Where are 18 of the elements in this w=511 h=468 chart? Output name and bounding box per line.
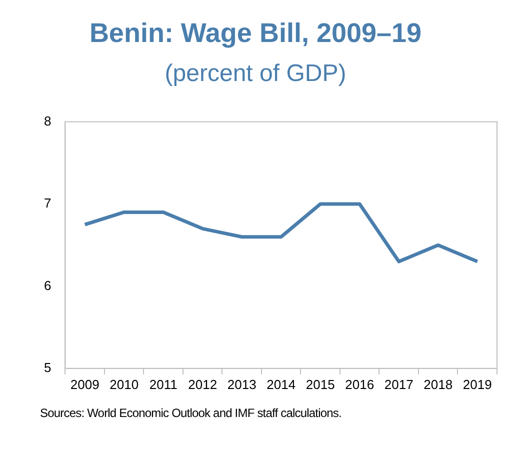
y-tick-label: 7 <box>44 196 52 211</box>
x-tick-label: 2013 <box>227 376 256 392</box>
x-tick-label: 2011 <box>149 376 178 392</box>
y-tick-label: 5 <box>44 360 52 375</box>
x-tick-label: 2012 <box>188 376 218 392</box>
chart-subtitle: (percent of GDP) <box>164 60 348 88</box>
x-tick-label: 2010 <box>110 376 139 392</box>
x-tick-label: 2014 <box>266 376 296 392</box>
source-note: Sources: World Economic Outlook and IMF staff calculations. <box>40 406 342 420</box>
y-tick-label: 6 <box>44 278 52 293</box>
x-tick-label: 2009 <box>70 376 100 392</box>
x-tick-label: 2016 <box>345 376 374 392</box>
x-tick-label: 2019 <box>462 376 492 392</box>
x-tick-label: 2017 <box>384 376 414 392</box>
y-tick-label: 8 <box>44 113 52 128</box>
x-tick-label: 2015 <box>306 376 335 392</box>
chart-title: Benin: Wage Bill, 2009–19 <box>88 18 423 49</box>
x-tick-label: 2018 <box>424 376 453 392</box>
